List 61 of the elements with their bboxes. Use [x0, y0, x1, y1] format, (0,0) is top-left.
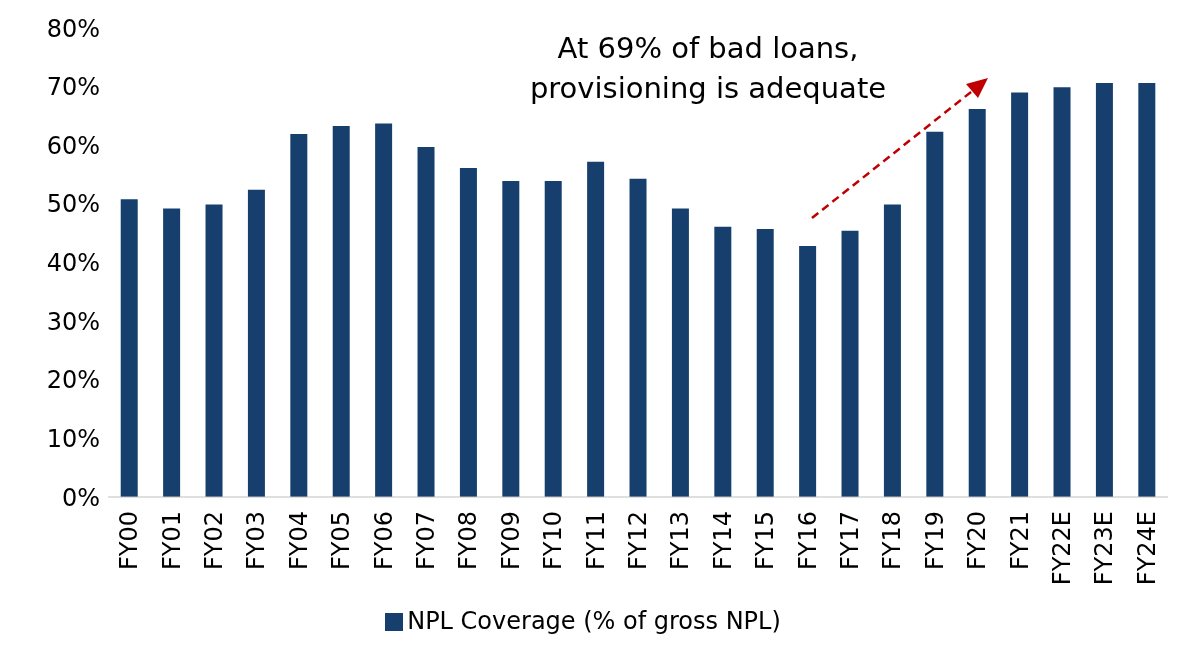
bar [290, 134, 308, 497]
y-tick-label: 70% [46, 73, 100, 102]
y-tick-label: 80% [46, 14, 100, 43]
y-tick-label: 30% [46, 307, 100, 336]
y-tick-label: 10% [46, 424, 100, 453]
x-tick-label: FY00 [115, 511, 144, 571]
x-tick-label: FY04 [284, 511, 313, 571]
bar [1011, 92, 1029, 497]
bar [799, 246, 817, 497]
bar [883, 204, 901, 497]
x-tick-label: FY18 [878, 511, 907, 571]
annotation: At 69% of bad loans, provisioning is adequate [528, 30, 888, 107]
x-tick-label: FY08 [454, 511, 483, 571]
bar [332, 125, 350, 497]
bar [1095, 83, 1113, 497]
x-tick-label: FY16 [793, 511, 822, 571]
bar [714, 226, 732, 497]
bar [587, 161, 605, 497]
bar [841, 230, 859, 497]
legend-label: NPL Coverage (% of gross NPL) [407, 607, 781, 635]
bar [375, 123, 393, 497]
x-tick-label: FY12 [624, 511, 652, 571]
x-tick-label: FY02 [200, 511, 228, 571]
y-tick-label: 60% [46, 131, 100, 160]
x-tick-label: FY03 [242, 511, 271, 571]
bar [205, 204, 223, 497]
bar [968, 108, 986, 497]
x-tick-label: FY01 [157, 511, 186, 571]
bar [120, 199, 138, 497]
bar [502, 181, 520, 497]
x-tick-label: FY21 [1005, 511, 1034, 571]
x-tick-label: FY09 [496, 511, 525, 571]
x-tick-label: FY15 [751, 511, 780, 571]
bar [247, 189, 265, 497]
y-tick-label: 0% [61, 483, 100, 512]
bar [417, 147, 435, 497]
x-tick-label: FY11 [581, 511, 610, 571]
bar [459, 168, 477, 497]
x-tick-label: FY10 [539, 511, 568, 571]
x-tick-label: FY07 [412, 511, 440, 571]
bar [756, 229, 774, 497]
bar [1053, 87, 1071, 497]
x-tick-label: FY23E [1090, 511, 1119, 586]
x-tick-label: FY06 [369, 511, 398, 571]
y-tick-label: 50% [46, 190, 100, 219]
y-tick-label: 20% [46, 366, 100, 395]
x-tick-label: FY17 [836, 511, 864, 571]
x-tick-label: FY05 [327, 511, 356, 571]
bar [544, 181, 562, 497]
bar [1138, 83, 1156, 497]
x-tick-label: FY13 [666, 511, 695, 571]
bar [629, 178, 647, 497]
x-tick-label: FY22E [1048, 511, 1076, 586]
y-tick-label: 40% [46, 249, 100, 278]
x-tick-label: FY24E [1132, 511, 1161, 586]
x-tick-label: FY20 [963, 511, 992, 571]
bar [671, 208, 689, 497]
x-tick-label: FY19 [920, 511, 949, 571]
bar [926, 131, 944, 497]
x-tick-label: FY14 [708, 511, 737, 571]
bar [163, 208, 181, 497]
